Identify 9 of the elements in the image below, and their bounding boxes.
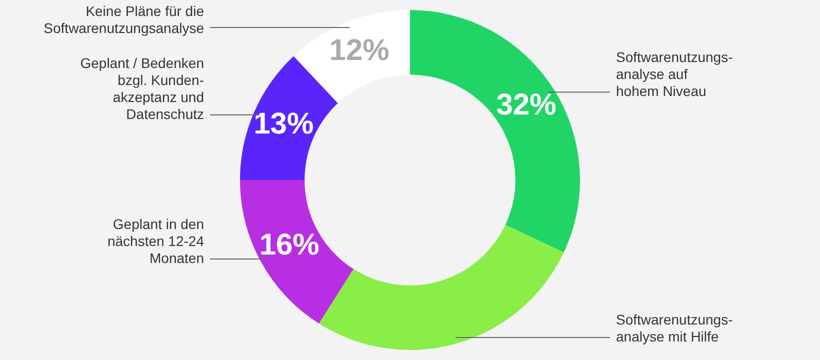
data-label: 32%	[496, 88, 556, 122]
data-label: 12%	[329, 34, 390, 68]
data-label: 16%	[259, 228, 320, 262]
slice-label: Geplant in den nächsten 12-24 Monaten	[107, 216, 204, 266]
slice-label: Keine Pläne für die Softwarenutzungsanalyse	[44, 3, 204, 36]
slice-label: Softwarenutzungs- analyse auf hohem Niveau	[616, 49, 734, 100]
slice-label: Softwarenutzungs- analyse mit Hilfe	[616, 311, 734, 344]
data-label: 13%	[254, 108, 314, 141]
slice-label: Geplant / Bedenken bzgl. Kunden- akzeptanz und Datenschutz	[80, 54, 204, 122]
